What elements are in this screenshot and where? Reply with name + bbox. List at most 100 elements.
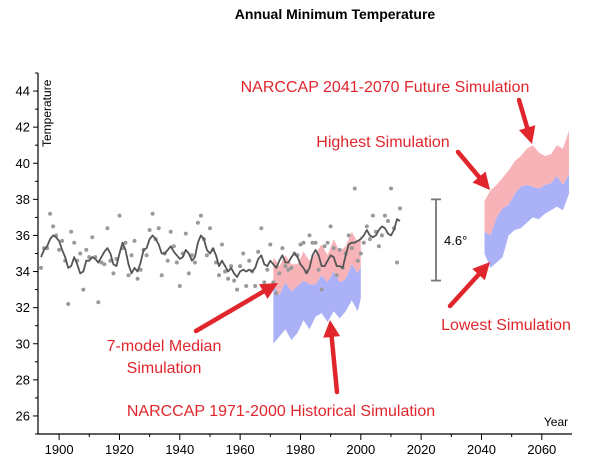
plot-area: 26 28 30 32 34 36 38 40 42 44 1900 1920 1940 1960 1980…: [16, 72, 572, 457]
future-upper-band: [484, 130, 569, 236]
observed-point: [135, 276, 140, 281]
observed-point: [395, 260, 399, 265]
observed-point: [328, 224, 333, 229]
observed-point: [256, 249, 261, 254]
observed-point: [57, 247, 62, 252]
x-tick-label: 1940: [165, 442, 194, 457]
y-tick-label: 36: [16, 228, 30, 243]
observed-point: [331, 246, 336, 251]
arrow-lowest-simulation-shaft: [447, 272, 481, 309]
observed-point: [81, 287, 86, 292]
future-lower-band: [484, 174, 569, 268]
observed-point: [126, 273, 131, 278]
observed-point: [48, 211, 53, 216]
observed-point: [310, 240, 315, 245]
observed-point: [386, 219, 390, 223]
observed-point: [123, 240, 128, 245]
observed-point: [259, 226, 264, 231]
observed-point: [186, 271, 191, 276]
arrow-future-simulation-head: [519, 125, 536, 144]
observed-point: [274, 291, 279, 296]
observed-point: [316, 267, 321, 272]
observed-point: [192, 260, 197, 265]
observed-point: [168, 229, 173, 234]
observed-point: [241, 251, 246, 256]
observed-point: [352, 186, 357, 191]
observed-point: [132, 238, 137, 243]
arrow-highest-simulation-head: [472, 171, 490, 190]
observed-point: [195, 220, 200, 225]
observed-point: [174, 260, 179, 265]
x-tick-label: 2000: [346, 442, 375, 457]
chart-title: Annual Minimum Temperature: [235, 6, 436, 22]
observed-smoothed-line: [40, 218, 401, 278]
observed-point: [370, 213, 375, 218]
observed-point: [51, 224, 56, 229]
observed-point: [253, 284, 258, 288]
x-tick-label: 1900: [45, 442, 74, 457]
observed-point: [367, 237, 372, 242]
observed-point: [198, 213, 203, 218]
observed-point: [171, 244, 176, 249]
observed-point: [39, 265, 43, 270]
x-axis-label: Year: [544, 415, 568, 429]
observed-point: [217, 273, 221, 278]
observed-point: [389, 186, 393, 191]
observed-point: [283, 264, 288, 269]
observed-point: [298, 242, 303, 247]
historical-lower-band: [273, 264, 361, 344]
observed-point: [337, 247, 342, 252]
observed-point: [238, 264, 243, 269]
observed-point: [226, 276, 231, 281]
arrow-future-simulation-shaft: [516, 97, 530, 130]
observed-point: [346, 233, 351, 238]
x-tick-label: 2040: [467, 442, 496, 457]
observed-point: [235, 287, 240, 292]
observed-point: [398, 206, 402, 211]
observed-point: [147, 228, 152, 232]
arrow-median-shaft: [193, 289, 266, 334]
observed-point: [334, 273, 339, 278]
observed-point: [204, 253, 209, 258]
observed-point: [96, 300, 101, 305]
observed-point: [144, 253, 149, 258]
annotation-highest-simulation: Highest Simulation: [316, 134, 449, 151]
x-tick-label: 2060: [527, 442, 556, 457]
historical-upper-band: [273, 231, 361, 295]
arrow-highest-simulation-shaft: [455, 149, 482, 180]
observed-point: [229, 264, 234, 269]
annotation-historical-simulation: NARCCAP 1971-2000 Historical Simulation: [127, 403, 435, 420]
observed-point: [262, 280, 267, 285]
observed-point: [111, 271, 116, 276]
y-tick-label: 44: [16, 84, 30, 99]
y-tick-label: 40: [16, 156, 30, 171]
observed-point: [382, 213, 387, 218]
observed-point: [223, 269, 228, 274]
arrow-lowest-simulation-head: [472, 262, 490, 281]
observed-point: [379, 233, 384, 238]
observed-point: [78, 251, 83, 256]
observed-point: [232, 278, 237, 283]
annotation-median-line1: 7-model Median: [107, 338, 222, 355]
x-tick-label: 1980: [286, 442, 315, 457]
annotation-lowest-simulation: Lowest Simulation: [441, 317, 571, 334]
y-tick-label: 38: [16, 192, 30, 207]
observed-point: [301, 240, 306, 245]
observed-point: [159, 273, 164, 278]
observed-point: [355, 258, 360, 263]
observed-point: [105, 226, 110, 231]
annotation-median-line2: Simulation: [127, 360, 202, 377]
bracket-label: 4.6°: [444, 233, 467, 248]
observed-point: [244, 284, 249, 288]
observed-point: [268, 242, 273, 247]
observed-point: [72, 240, 77, 245]
arrow-historical-simulation-shaft: [329, 334, 340, 395]
y-axis-label: Temperature: [40, 79, 54, 147]
observed-point: [265, 267, 270, 272]
observed-point: [247, 258, 252, 263]
observed-point: [150, 211, 155, 216]
observed-point: [313, 240, 318, 245]
x-tick-label: 1920: [105, 442, 134, 457]
y-tick-label: 30: [16, 336, 30, 351]
